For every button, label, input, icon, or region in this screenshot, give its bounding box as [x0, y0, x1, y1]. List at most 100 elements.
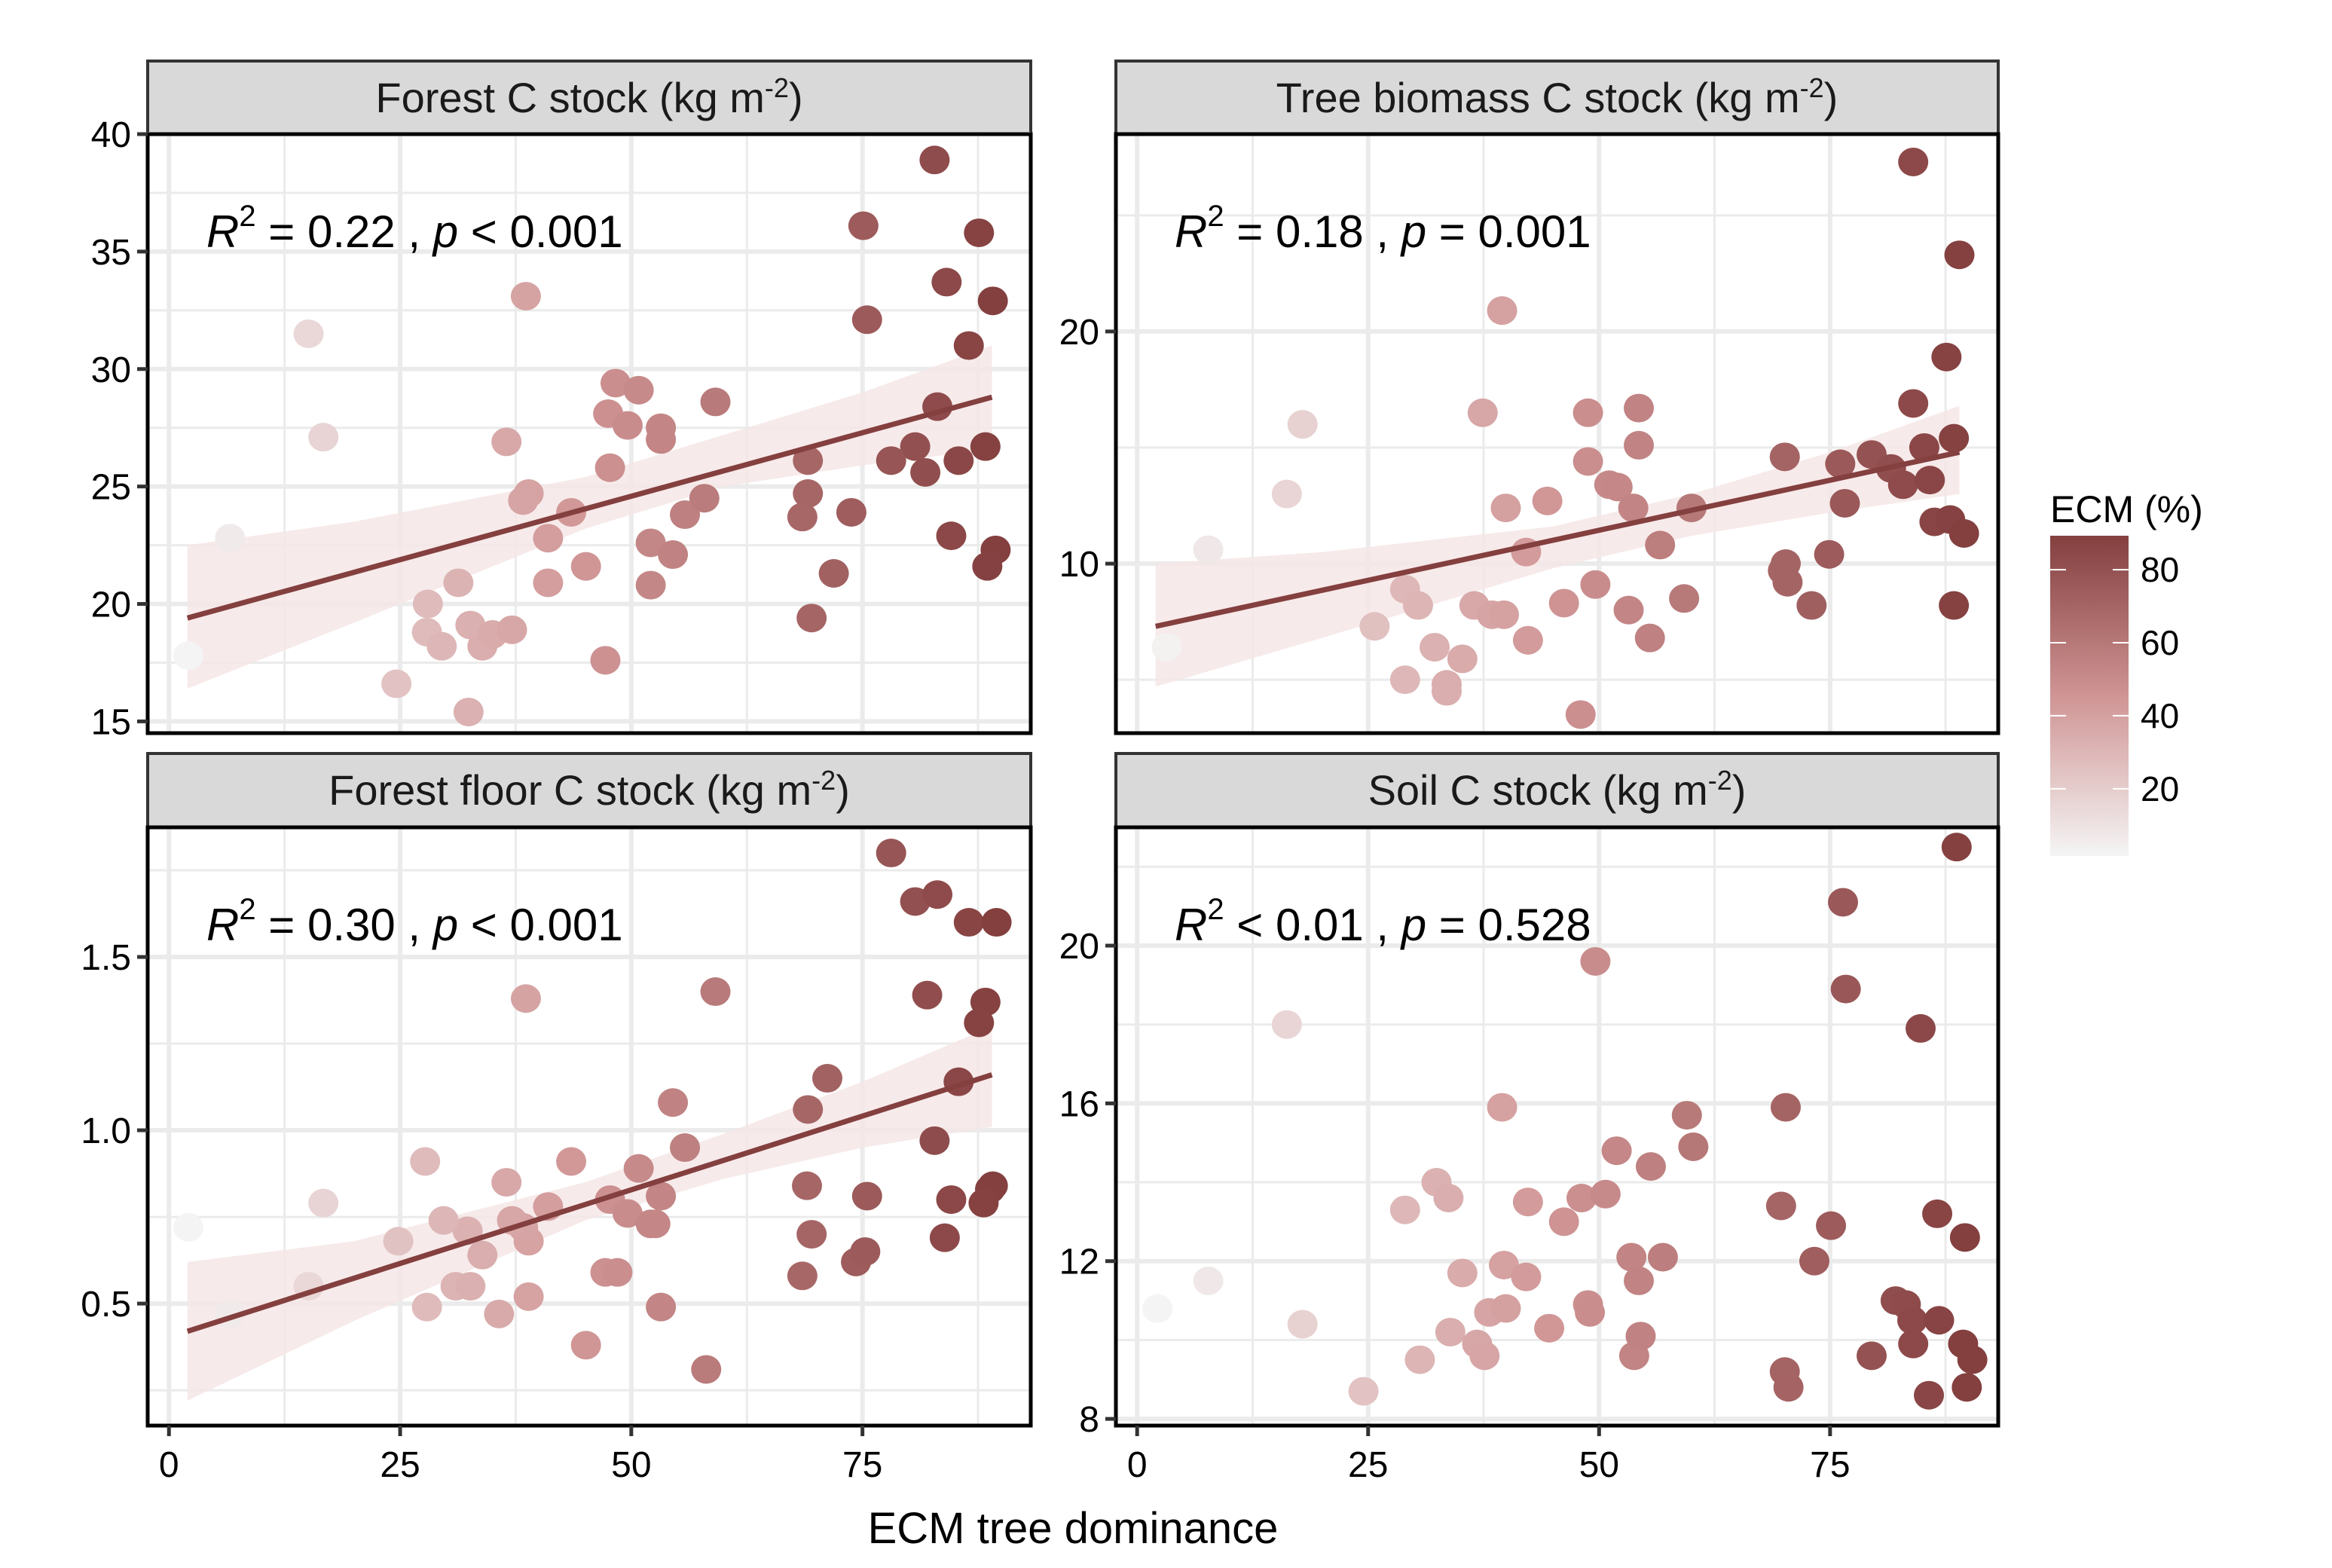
data-point — [1830, 974, 1861, 1004]
data-point — [931, 267, 962, 297]
facet-title: Forest floor C stock (kg m-2) — [329, 765, 850, 814]
data-point — [1512, 1187, 1543, 1217]
y-tick-label: 40 — [91, 115, 131, 155]
data-point — [381, 669, 412, 698]
data-point — [1896, 1306, 1927, 1335]
data-point — [428, 1206, 459, 1235]
data-point — [1193, 535, 1224, 564]
data-point — [1467, 398, 1498, 427]
x-tick-label: 50 — [1579, 1445, 1619, 1485]
panel-border — [1114, 825, 2000, 1428]
data-point — [876, 446, 906, 475]
data-point — [556, 1147, 587, 1176]
data-point — [1635, 1152, 1666, 1181]
points — [173, 145, 1011, 726]
data-point — [453, 697, 484, 726]
data-point — [787, 1261, 818, 1291]
data-point — [1944, 240, 1975, 270]
data-point — [623, 1154, 654, 1183]
y-tick-label: 8 — [1079, 1400, 1099, 1440]
data-point — [1939, 423, 1970, 453]
data-point — [1634, 623, 1665, 653]
data-point — [308, 423, 339, 452]
data-point — [635, 528, 666, 558]
data-point — [1271, 479, 1302, 509]
data-point — [1924, 1306, 1955, 1335]
data-point — [602, 1258, 633, 1287]
data-point — [1447, 644, 1478, 674]
data-point — [1624, 393, 1655, 423]
data-point — [1580, 946, 1611, 976]
data-point — [510, 282, 541, 311]
data-point — [513, 1282, 544, 1311]
panel-forest: Forest C stock (kg m-2) R2 = 0.22 , p < 0… — [91, 60, 1033, 742]
data-point — [936, 1185, 967, 1215]
data-point — [1829, 488, 1860, 518]
data-point — [410, 1147, 441, 1176]
data-point — [484, 1299, 515, 1328]
data-point — [508, 486, 539, 515]
data-point — [922, 880, 953, 909]
legend-ticks: 20 40 60 80 — [2050, 550, 2179, 808]
data-point — [1402, 591, 1433, 620]
data-point — [1548, 588, 1579, 618]
data-point — [1765, 1191, 1796, 1221]
data-point — [1825, 449, 1856, 478]
data-point — [1645, 530, 1676, 560]
data-point — [1624, 1266, 1655, 1295]
y-tick-label: 25 — [91, 468, 131, 508]
x-tick-label: 75 — [842, 1445, 882, 1485]
data-point — [1193, 1266, 1224, 1295]
data-point — [635, 570, 666, 600]
data-point — [1488, 1250, 1519, 1279]
y-tick-label: 10 — [1059, 545, 1099, 585]
data-point — [1613, 595, 1644, 625]
data-point — [570, 1331, 601, 1360]
data-point — [443, 568, 474, 598]
data-point — [912, 980, 943, 1010]
data-point — [1469, 1341, 1500, 1371]
data-point — [1949, 1223, 1980, 1252]
data-point — [623, 375, 654, 405]
data-point — [412, 589, 443, 619]
data-point — [1420, 632, 1450, 662]
confidence-band — [1155, 405, 1960, 687]
data-point — [850, 1237, 881, 1267]
data-point — [689, 484, 720, 513]
data-point — [1773, 1373, 1804, 1402]
data-point — [1389, 665, 1420, 695]
stats-annotation: R2 = 0.30 , p < 0.001 — [206, 893, 623, 950]
x-tick-label: 75 — [1810, 1445, 1850, 1485]
data-point — [1887, 470, 1918, 500]
data-point — [691, 1355, 722, 1384]
data-point — [497, 615, 527, 644]
data-point — [1287, 410, 1318, 439]
panel-border — [145, 132, 1033, 735]
data-point — [1678, 1132, 1709, 1161]
data-point — [1142, 1294, 1173, 1323]
data-point — [910, 457, 941, 487]
data-point — [953, 908, 984, 937]
x-tick-label: 25 — [380, 1445, 420, 1485]
data-point — [1580, 570, 1611, 599]
x-axis-title: ECM tree dominance — [868, 1504, 1279, 1553]
data-point — [792, 1171, 823, 1200]
data-point — [612, 1199, 643, 1228]
facet-title: Soil C stock (kg m-2) — [1368, 765, 1747, 814]
stats-annotation: R2 = 0.18 , p = 0.001 — [1175, 200, 1591, 257]
data-point — [1565, 700, 1596, 729]
data-point — [1770, 1093, 1801, 1122]
data-point — [411, 1292, 442, 1322]
regression-line — [186, 1072, 993, 1334]
data-point — [851, 1181, 882, 1211]
data-point — [570, 552, 601, 581]
facet-strip — [146, 60, 1032, 136]
y-tick-label: 35 — [91, 233, 131, 273]
data-point — [977, 286, 1008, 316]
y-tick-label: 12 — [1059, 1242, 1099, 1282]
data-point — [1957, 1345, 1988, 1374]
data-point — [1404, 1345, 1435, 1374]
legend-colorbar — [2050, 536, 2129, 856]
data-point — [1575, 1297, 1606, 1327]
data-point — [919, 1126, 950, 1155]
